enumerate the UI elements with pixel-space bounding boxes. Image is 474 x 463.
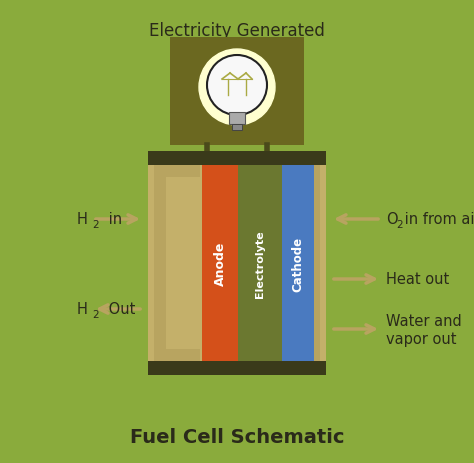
Text: e⁻: e⁻ [274, 152, 288, 165]
Text: in from air: in from air [400, 212, 474, 227]
Text: vapor out: vapor out [386, 332, 456, 347]
Bar [148, 152, 326, 166]
Text: Water and: Water and [386, 314, 462, 329]
Polygon shape [154, 166, 200, 361]
Bar [229, 113, 245, 125]
Text: H: H [77, 212, 88, 227]
Text: 2: 2 [93, 219, 100, 230]
Bar [232, 125, 242, 131]
Text: e⁻: e⁻ [186, 152, 200, 165]
Text: 2: 2 [93, 309, 100, 319]
Text: Fuel Cell Schematic: Fuel Cell Schematic [130, 427, 344, 446]
Bar [238, 166, 282, 361]
Circle shape [199, 50, 275, 126]
Text: Electricity Generated: Electricity Generated [149, 22, 325, 40]
Bar [148, 152, 326, 375]
Bar [202, 166, 238, 361]
Circle shape [207, 56, 267, 116]
Text: 2: 2 [396, 219, 402, 230]
Polygon shape [274, 166, 320, 361]
Text: Cathode: Cathode [292, 236, 304, 291]
Bar [282, 166, 314, 361]
Text: Heat out: Heat out [386, 272, 449, 287]
Text: Out: Out [104, 302, 136, 317]
Bar [170, 38, 304, 146]
Text: H: H [77, 302, 88, 317]
Text: in: in [104, 212, 122, 227]
Circle shape [209, 60, 265, 116]
Text: Anode: Anode [213, 241, 227, 286]
Bar [148, 361, 326, 375]
Text: Electrolyte: Electrolyte [255, 230, 265, 297]
Text: O: O [386, 212, 398, 227]
